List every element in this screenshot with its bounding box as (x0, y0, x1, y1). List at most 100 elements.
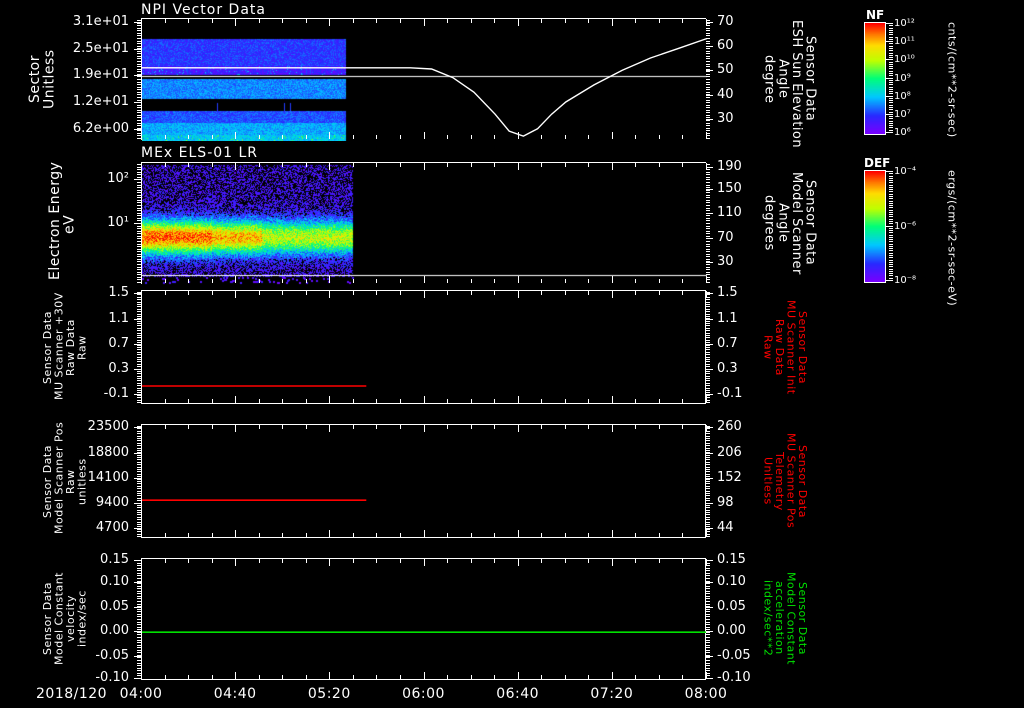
y-minor-tick-right (706, 476, 710, 478)
x-minor-tick (658, 425, 660, 429)
y-minor-tick-right (706, 368, 710, 370)
y-minor-tick-left (137, 202, 141, 204)
x-minor-tick (188, 19, 190, 23)
y-minor-tick-right (706, 86, 710, 88)
x-minor-tick (470, 533, 472, 537)
y-minor-tick-left (137, 135, 141, 137)
y-tick-label-left: 10¹ (107, 215, 129, 230)
x-minor-tick (329, 559, 331, 563)
y-minor-tick-right (706, 84, 710, 86)
y-minor-tick-left (137, 473, 141, 475)
colorbar-minor-tick (889, 66, 893, 68)
y-minor-tick-right (706, 102, 710, 104)
colorbar-tick-label: 10⁻⁶ (894, 220, 917, 232)
x-minor-tick (282, 163, 284, 167)
panel-title-els: MEx ELS-01 LR (141, 145, 259, 161)
x-minor-tick (282, 399, 284, 403)
y-minor-tick-right (706, 174, 710, 176)
colorbar-def-gradient (865, 171, 885, 282)
y-minor-tick-right (706, 469, 710, 471)
x-minor-tick (305, 19, 307, 23)
y-minor-tick-right (706, 577, 710, 579)
y-minor-tick-left (137, 575, 141, 577)
x-minor-tick (329, 291, 331, 295)
x-minor-tick (164, 135, 166, 139)
y-minor-tick-left (137, 205, 141, 207)
colorbar-minor-tick (889, 173, 893, 175)
y-minor-tick-right (706, 132, 710, 134)
colorbar-minor-tick (889, 127, 893, 129)
y-minor-tick-right (706, 621, 710, 623)
y-minor-tick-right (706, 342, 710, 344)
y-minor-tick-right (706, 238, 710, 240)
x-minor-tick (517, 163, 519, 167)
x-minor-tick (305, 135, 307, 139)
y-minor-tick-left (137, 325, 141, 327)
x-minor-tick (399, 279, 401, 283)
colorbar-tick-label: 10⁻⁴ (894, 166, 917, 177)
y-minor-tick-right (706, 428, 710, 430)
colorbar-minor-tick (889, 125, 893, 127)
x-minor-tick (258, 163, 260, 167)
y-minor-tick-left (137, 107, 141, 109)
y-minor-tick-right (706, 385, 710, 387)
x-minor-tick (541, 675, 543, 679)
x-minor-tick (447, 675, 449, 679)
x-minor-tick (494, 135, 496, 139)
y-minor-tick-left (137, 299, 141, 301)
y-minor-tick-left (137, 132, 141, 134)
x-minor-tick (706, 425, 707, 429)
x-minor-tick (682, 163, 684, 167)
y-minor-tick-left (137, 471, 141, 473)
x-minor-tick (164, 19, 166, 23)
y-tick-label-right: -0.10 (717, 669, 751, 685)
y-minor-tick-right (706, 212, 710, 214)
y-minor-tick-left (137, 296, 141, 298)
colorbar-minor-tick (889, 91, 893, 93)
x-minor-tick (541, 291, 543, 295)
x-minor-tick (329, 279, 331, 283)
x-minor-tick (611, 399, 613, 403)
y-major-tick-right (706, 582, 713, 584)
colorbar-minor-tick (889, 230, 893, 232)
y-minor-tick-right (706, 399, 710, 401)
y-minor-tick-right (706, 335, 710, 337)
x-minor-tick (706, 399, 707, 403)
x-minor-tick (588, 163, 590, 167)
x-minor-tick (282, 135, 284, 139)
y-minor-tick-left (137, 215, 141, 217)
y-minor-tick-left (137, 50, 141, 52)
panel-npi-right-label: Sensor Data ESH Sun Elevation Angle degr… (761, 20, 818, 149)
y-minor-tick-left (137, 678, 141, 679)
y-minor-tick-left (137, 102, 141, 104)
y-minor-tick-right (706, 585, 710, 587)
y-minor-tick-left (137, 199, 141, 201)
x-minor-tick (282, 425, 284, 429)
y-minor-tick-right (706, 66, 710, 68)
colorbar-minor-tick (889, 45, 893, 47)
x-minor-tick (376, 19, 378, 23)
colorbar-minor-tick (889, 227, 893, 229)
x-minor-tick (352, 135, 354, 139)
y-major-tick-left (134, 527, 141, 529)
y-minor-tick-right (706, 588, 710, 590)
y-minor-tick-right (706, 454, 710, 456)
colorbar-minor-tick (889, 23, 893, 24)
x-minor-tick (588, 425, 590, 429)
y-minor-tick-right (706, 629, 710, 631)
y-tick-label-right: 190 (717, 158, 742, 174)
x-minor-tick (141, 19, 142, 23)
y-minor-tick-right (706, 492, 710, 494)
y-minor-tick-left (137, 99, 141, 101)
panel-els (141, 162, 707, 285)
y-minor-tick-right (706, 79, 710, 80)
y-tick-label-left: 14100 (87, 469, 129, 485)
colorbar-minor-tick (889, 191, 893, 193)
colorbar-minor-tick (889, 77, 893, 79)
colorbar-minor-tick (889, 100, 893, 102)
x-minor-tick (235, 399, 237, 403)
x-minor-tick (635, 163, 637, 167)
y-major-tick-right (706, 262, 713, 264)
x-minor-tick (399, 533, 401, 537)
y-minor-tick-left (137, 68, 141, 70)
